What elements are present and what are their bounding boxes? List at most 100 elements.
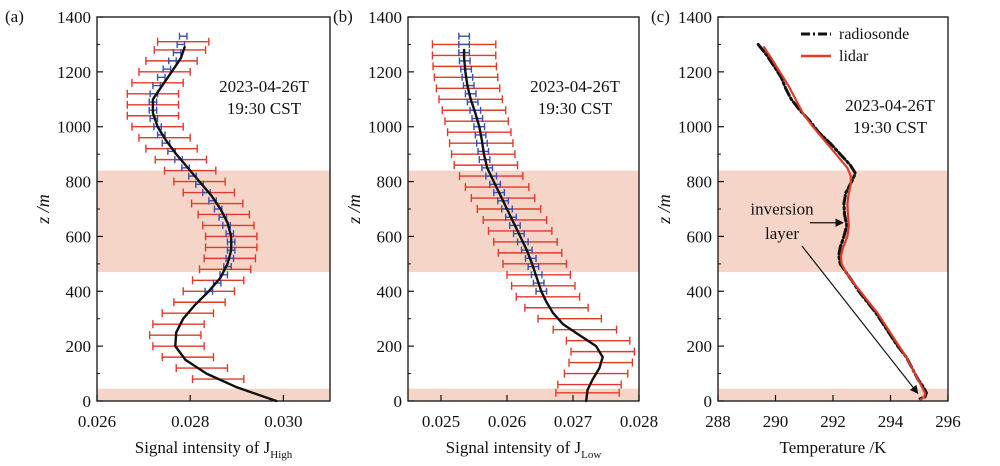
red-error-bar — [502, 259, 568, 268]
shaded-band — [408, 170, 639, 273]
datetime-annotation: 2023-04-26T — [845, 96, 935, 115]
y-tick-label: 1200 — [678, 63, 712, 82]
panel-label: (c) — [651, 7, 670, 26]
blue-error-bar — [178, 32, 188, 40]
inversion-label: layer — [765, 224, 799, 243]
x-axis-label-subscript: Low — [581, 449, 601, 461]
red-error-bar — [537, 314, 603, 323]
red-error-bar — [497, 248, 563, 257]
panel-c: (c) 0 200 400 600 800 1000 1200 1400 288 290 292 294… — [651, 7, 961, 457]
x-axis-label-main: Temperature /K — [780, 438, 888, 457]
datetime-annotation: 19:30 CST — [227, 99, 302, 118]
blue-error-bar — [462, 82, 475, 90]
panel-label: (a) — [5, 7, 24, 26]
shaded-band — [97, 170, 330, 273]
x-axis-label: Signal intensity of JHigh — [135, 438, 293, 461]
y-tick-label: 400 — [66, 282, 92, 301]
red-error-bar — [161, 353, 215, 362]
y-tick-label: 200 — [377, 337, 403, 356]
plot-frame — [407, 16, 640, 402]
profile-line — [151, 46, 278, 403]
y-tick-label: 1400 — [678, 8, 712, 27]
datetime-annotation: 19:30 CST — [853, 118, 928, 137]
x-axis-label: Signal intensity of JLow — [446, 438, 602, 461]
x-tick-label: 0.028 — [171, 412, 209, 431]
red-error-bar — [482, 215, 548, 224]
shaded-band — [408, 388, 639, 401]
y-tick-label: 0 — [704, 392, 713, 411]
red-error-bar — [131, 78, 184, 87]
plot-frame — [96, 16, 331, 402]
x-axis-label: Temperature /K — [780, 438, 888, 457]
y-tick-label: 200 — [687, 337, 713, 356]
x-tick-label: 292 — [820, 412, 846, 431]
x-tick-label: 0.027 — [554, 412, 593, 431]
arrow-to-surface-inversion — [801, 245, 919, 394]
x-axis-label-subscript: High — [270, 449, 293, 461]
panel-a: (a) 0 200 400 600 800 1000 1200 1400 0.026 0.028 0.… — [5, 7, 331, 461]
y-tick-label: 800 — [377, 173, 403, 192]
y-axis-label: z /m — [654, 194, 674, 225]
red-error-bar — [156, 37, 210, 46]
red-error-bar — [138, 67, 191, 76]
x-tick-label: 290 — [763, 412, 789, 431]
y-tick-label: 1000 — [368, 118, 402, 137]
y-tick-label: 1200 — [368, 63, 402, 82]
plot-frame — [717, 16, 949, 402]
y-tick-label: 0 — [83, 392, 92, 411]
red-error-bar — [524, 303, 589, 312]
red-error-bar — [487, 226, 553, 235]
blue-error-bar — [458, 40, 471, 48]
y-tick-label: 400 — [687, 282, 713, 301]
red-error-bar — [515, 292, 581, 301]
blue-error-bar — [464, 90, 477, 98]
y-axis-label: z /m — [33, 194, 53, 225]
panel-b: (b) 0 200 400 600 800 1000 1200 1400 0.025 0.026 0.… — [333, 7, 658, 461]
x-tick-label: 0.026 — [488, 412, 526, 431]
y-tick-label: 1000 — [678, 118, 712, 137]
y-tick-label: 600 — [377, 227, 403, 246]
datetime-annotation: 2023-04-26T — [530, 77, 620, 96]
inversion-label: inversion — [750, 199, 814, 218]
panel-label: (b) — [333, 7, 353, 26]
shaded-band — [97, 388, 330, 401]
red-error-bar — [552, 325, 618, 334]
red-error-bar — [152, 320, 205, 329]
profile-line — [462, 48, 604, 403]
y-tick-label: 0 — [394, 392, 403, 411]
datetime-annotation: 2023-04-26T — [219, 77, 309, 96]
red-error-bar — [565, 336, 631, 345]
x-axis-label-main: Signal intensity of J — [446, 438, 582, 457]
y-tick-label: 1000 — [57, 118, 91, 137]
x-tick-label: 0.025 — [422, 412, 460, 431]
y-tick-label: 200 — [66, 337, 92, 356]
x-tick-label: 0.030 — [264, 412, 302, 431]
y-tick-label: 600 — [687, 227, 713, 246]
red-error-bar — [175, 364, 229, 373]
lidar-line — [762, 46, 927, 401]
x-tick-label: 294 — [878, 412, 904, 431]
legend-label: lidar — [839, 48, 869, 65]
x-tick-label: 288 — [705, 412, 731, 431]
y-tick-label: 800 — [687, 173, 713, 192]
x-tick-label: 296 — [935, 412, 961, 431]
legend-label: radiosonde — [839, 26, 909, 43]
red-error-bar — [152, 342, 205, 351]
red-error-bar — [153, 45, 207, 54]
y-tick-label: 600 — [66, 227, 92, 246]
red-error-bar — [173, 298, 226, 307]
red-error-bar — [570, 347, 636, 356]
blue-error-bar — [458, 32, 471, 40]
y-tick-label: 1400 — [57, 8, 91, 27]
y-tick-label: 1400 — [368, 8, 402, 27]
y-tick-label: 1200 — [57, 63, 91, 82]
y-tick-label: 800 — [66, 173, 92, 192]
x-tick-label: 0.028 — [620, 412, 658, 431]
datetime-annotation: 19:30 CST — [538, 99, 613, 118]
blue-error-bar — [156, 73, 166, 81]
shaded-band — [718, 170, 948, 273]
y-tick-label: 400 — [377, 282, 403, 301]
x-axis-label-main: Signal intensity of J — [135, 438, 271, 457]
y-axis-label: z /m — [344, 194, 364, 225]
